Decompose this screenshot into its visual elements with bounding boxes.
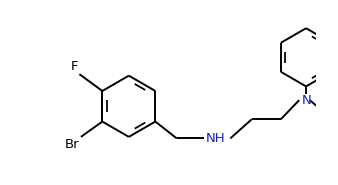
Text: F: F (70, 60, 78, 73)
Text: Br: Br (65, 138, 79, 151)
Text: NH: NH (206, 132, 225, 145)
Text: N: N (302, 94, 312, 107)
